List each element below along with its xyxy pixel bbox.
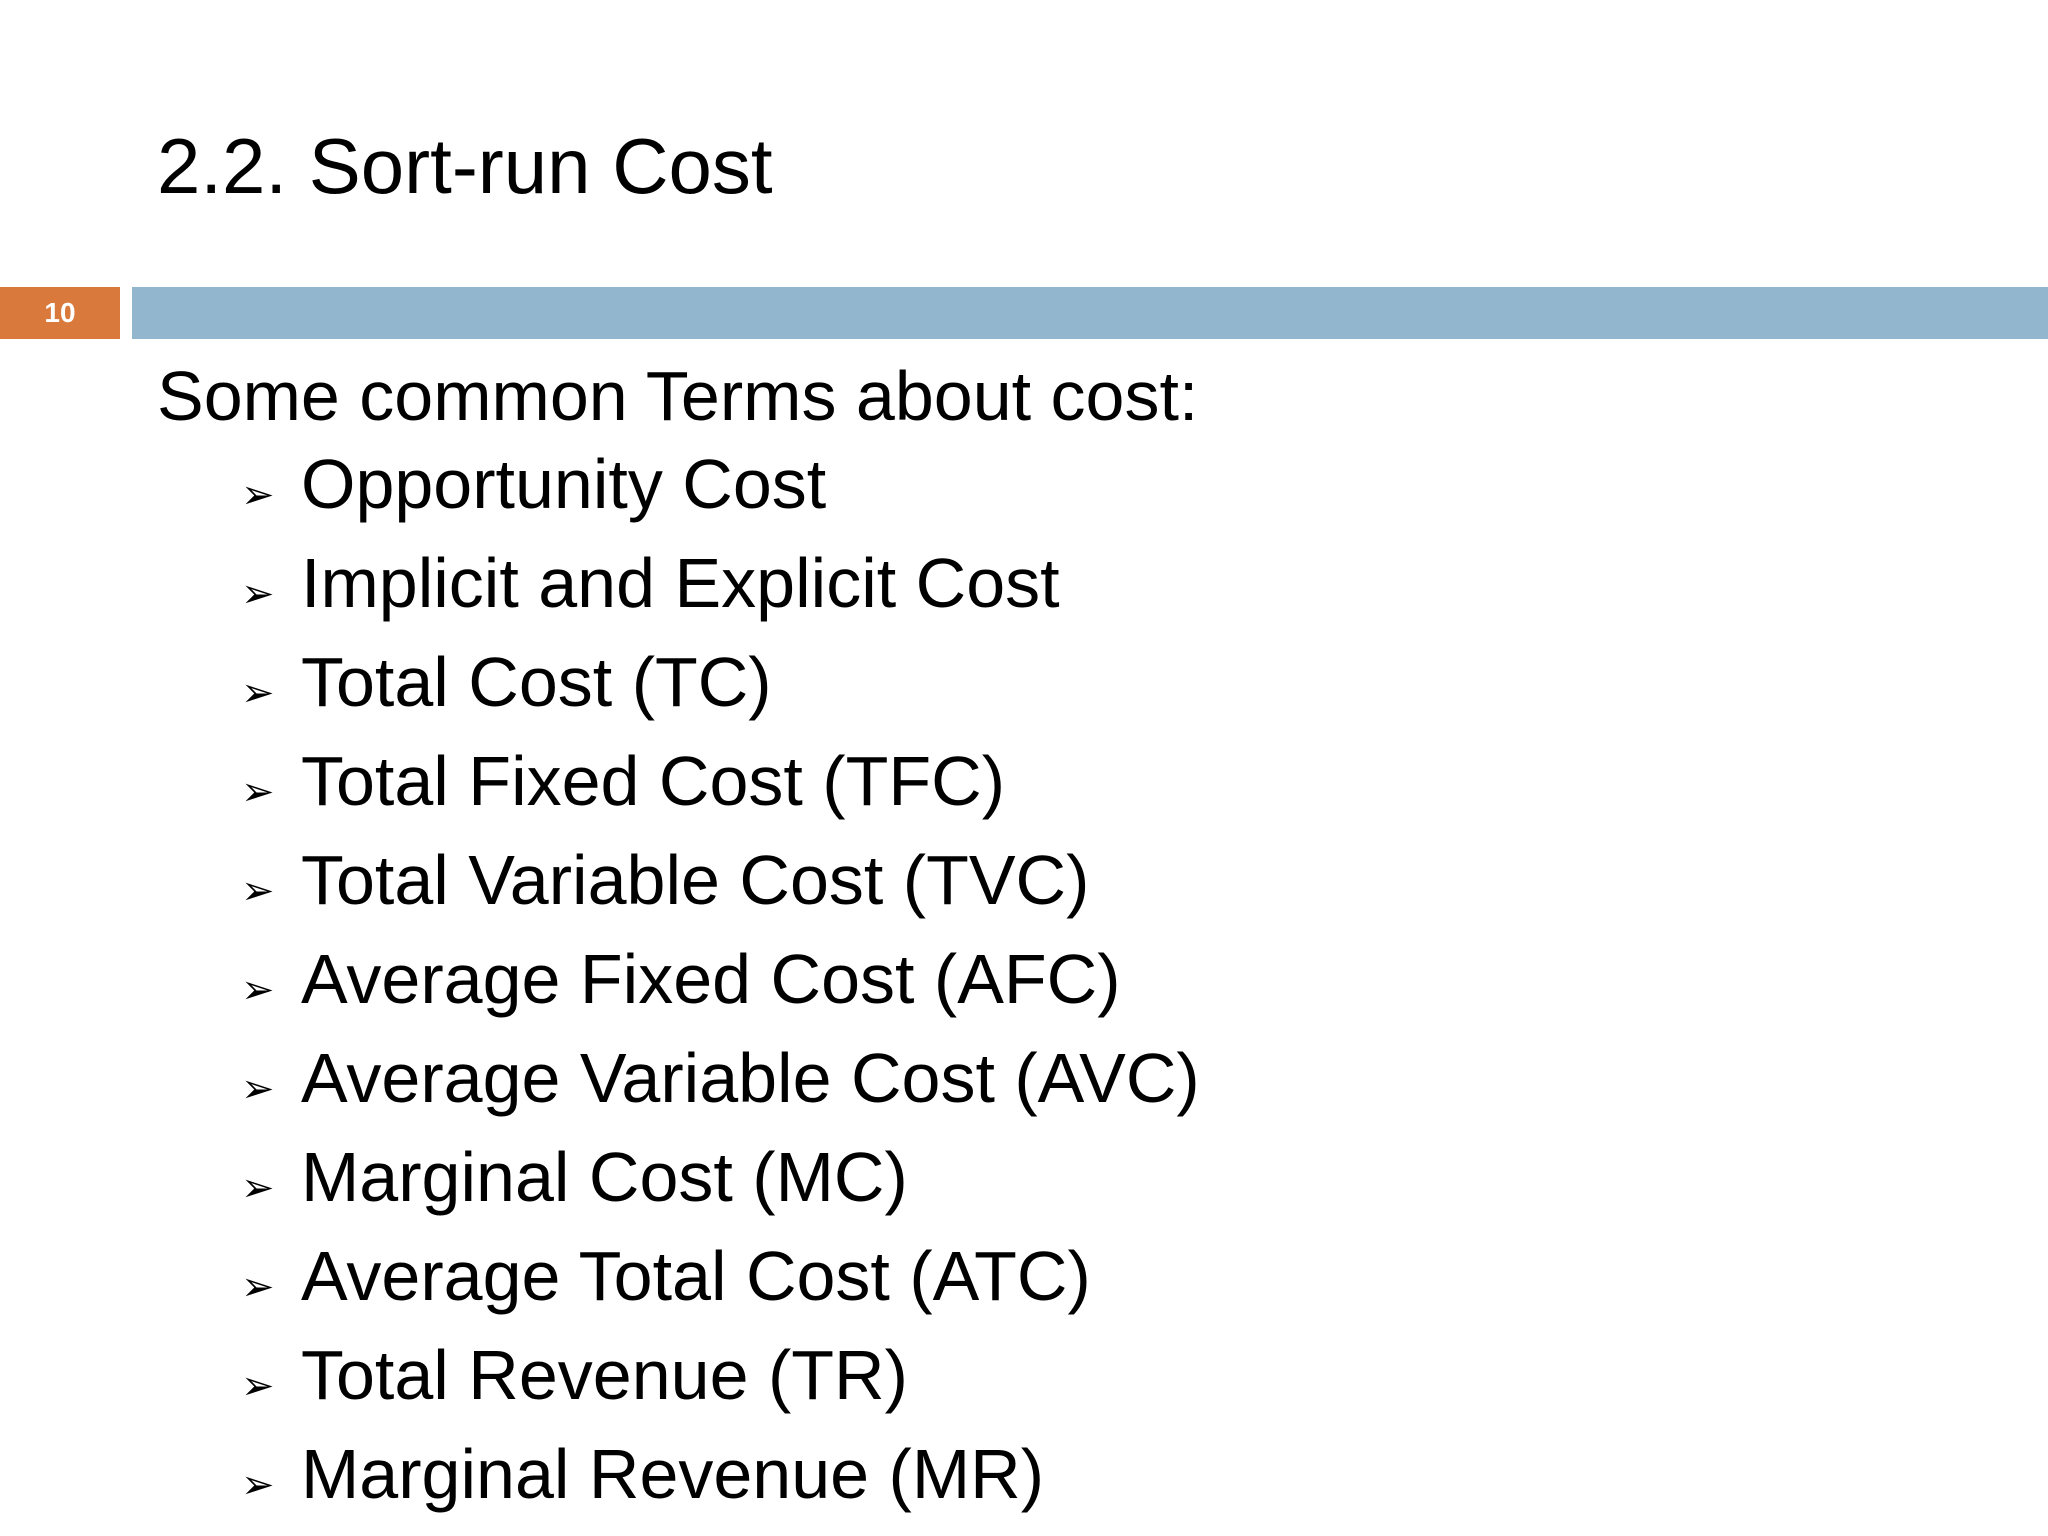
slide-title: 2.2. Sort-run Cost bbox=[157, 122, 773, 210]
list-item: ➢ Opportunity Cost bbox=[241, 440, 1957, 539]
term-label: Average Variable Cost (AVC) bbox=[301, 1039, 1200, 1117]
arrowhead-bullet-icon: ➢ bbox=[241, 1364, 275, 1408]
arrowhead-bullet-icon: ➢ bbox=[241, 671, 275, 715]
arrowhead-bullet-icon: ➢ bbox=[241, 770, 275, 814]
slide-number-badge: 10 bbox=[0, 287, 120, 339]
title-divider-bar bbox=[132, 287, 2048, 339]
list-item: ➢ Total Cost (TC) bbox=[241, 638, 1957, 737]
term-label: Implicit and Explicit Cost bbox=[301, 544, 1060, 622]
term-label: Total Cost (TC) bbox=[301, 643, 772, 721]
list-item: ➢ Total Revenue (TR) bbox=[241, 1331, 1957, 1430]
arrowhead-bullet-icon: ➢ bbox=[241, 869, 275, 913]
intro-text: Some common Terms about cost: bbox=[157, 357, 1199, 435]
term-label: Total Revenue (TR) bbox=[301, 1336, 908, 1414]
list-item: ➢ Average Fixed Cost (AFC) bbox=[241, 935, 1957, 1034]
arrowhead-bullet-icon: ➢ bbox=[241, 1265, 275, 1309]
list-item: ➢ Average Variable Cost (AVC) bbox=[241, 1034, 1957, 1133]
arrowhead-bullet-icon: ➢ bbox=[241, 968, 275, 1012]
list-item: ➢ Implicit and Explicit Cost bbox=[241, 539, 1957, 638]
arrowhead-bullet-icon: ➢ bbox=[241, 1166, 275, 1210]
list-item: ➢ Marginal Cost (MC) bbox=[241, 1133, 1957, 1232]
slide-body: Some common Terms about cost: ➢ Opportun… bbox=[157, 352, 1957, 1529]
list-item: ➢ Total Variable Cost (TVC) bbox=[241, 836, 1957, 935]
term-label: Total Fixed Cost (TFC) bbox=[301, 742, 1005, 820]
arrowhead-bullet-icon: ➢ bbox=[241, 1067, 275, 1111]
list-item: ➢ Total Fixed Cost (TFC) bbox=[241, 737, 1957, 836]
term-label: Marginal Revenue (MR) bbox=[301, 1435, 1045, 1513]
arrowhead-bullet-icon: ➢ bbox=[241, 1463, 275, 1507]
term-label: Marginal Cost (MC) bbox=[301, 1138, 908, 1216]
arrowhead-bullet-icon: ➢ bbox=[241, 572, 275, 616]
term-label: Total Variable Cost (TVC) bbox=[301, 841, 1090, 919]
term-label: Average Total Cost (ATC) bbox=[301, 1237, 1091, 1315]
term-label: Average Fixed Cost (AFC) bbox=[301, 940, 1121, 1018]
term-label: Opportunity Cost bbox=[301, 445, 827, 523]
arrowhead-bullet-icon: ➢ bbox=[241, 473, 275, 517]
list-item: ➢ Marginal Revenue (MR) bbox=[241, 1430, 1957, 1529]
term-list: ➢ Opportunity Cost ➢ Implicit and Explic… bbox=[157, 440, 1957, 1529]
list-item: ➢ Average Total Cost (ATC) bbox=[241, 1232, 1957, 1331]
